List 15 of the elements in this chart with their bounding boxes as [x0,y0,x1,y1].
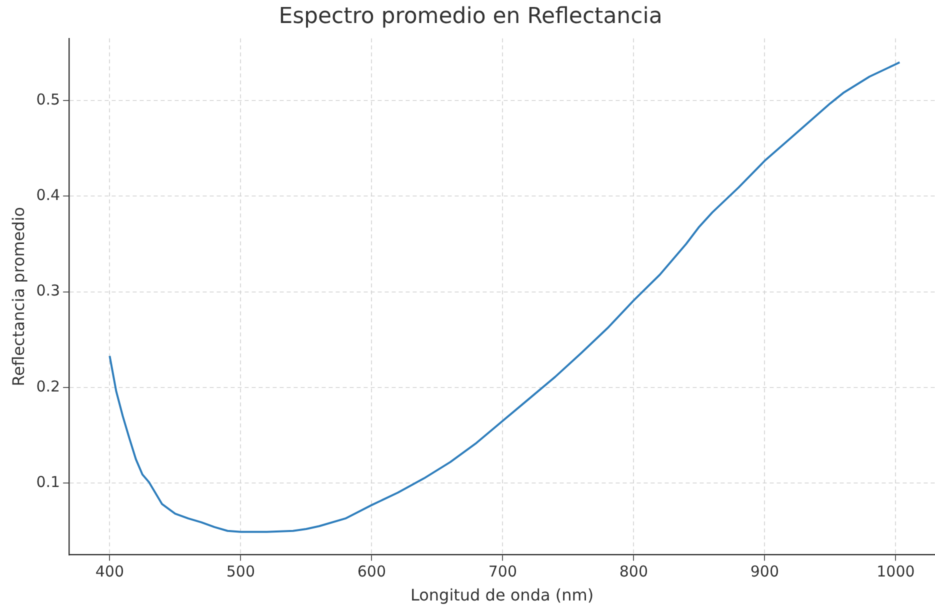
x-tick-label: 1000 [876,562,915,581]
y-tick-label: 0.3 [36,282,60,300]
x-tick-label: 800 [619,562,648,581]
x-tick-label: 700 [488,562,518,581]
chart-title: Espectro promedio en Reflectancia [278,4,662,29]
y-tick-label: 0.4 [36,186,60,204]
y-tick-label: 0.1 [36,472,60,491]
x-tick-label: 500 [226,562,255,581]
y-axis-title: Reflectancia promedio [8,206,28,386]
x-tick-label: 900 [750,562,780,581]
y-tick-label: 0.5 [36,90,60,108]
x-tick-label: 400 [95,562,124,581]
x-axis-title: Longitud de onda (nm) [410,586,594,605]
y-tick-label: 0.2 [36,377,60,396]
x-tick-label: 600 [357,562,386,581]
